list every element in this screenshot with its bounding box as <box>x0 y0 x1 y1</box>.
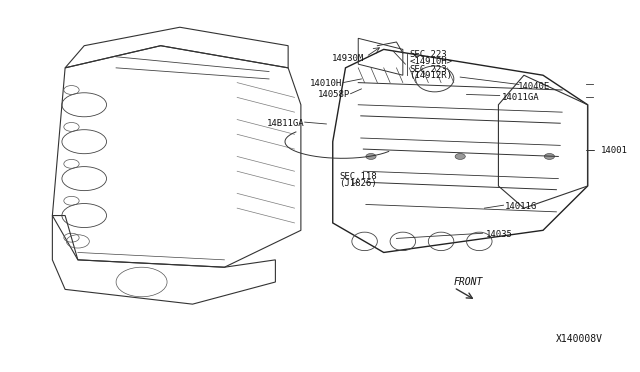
Text: 14011GA: 14011GA <box>502 93 540 102</box>
Text: SEC.223: SEC.223 <box>409 65 447 74</box>
Text: 14058P: 14058P <box>318 90 351 99</box>
Circle shape <box>366 154 376 160</box>
Text: (14912R): (14912R) <box>409 71 452 80</box>
Text: 14010H: 14010H <box>310 79 342 88</box>
Text: 14011G: 14011G <box>505 202 537 211</box>
Text: X140008V: X140008V <box>556 334 603 344</box>
Text: 14930M: 14930M <box>332 54 365 63</box>
Text: 14B11GA: 14B11GA <box>266 119 304 128</box>
Text: SEC.118: SEC.118 <box>339 172 377 181</box>
Text: (J1826): (J1826) <box>339 179 377 187</box>
Text: 14001: 14001 <box>600 147 627 155</box>
Text: FRONT: FRONT <box>454 277 483 287</box>
Circle shape <box>544 154 554 160</box>
Text: SEC.223: SEC.223 <box>409 51 447 60</box>
Text: 14035: 14035 <box>486 230 513 239</box>
Circle shape <box>455 154 465 160</box>
Text: 14040E: 14040E <box>518 82 550 91</box>
Text: <14910H>: <14910H> <box>409 57 452 66</box>
